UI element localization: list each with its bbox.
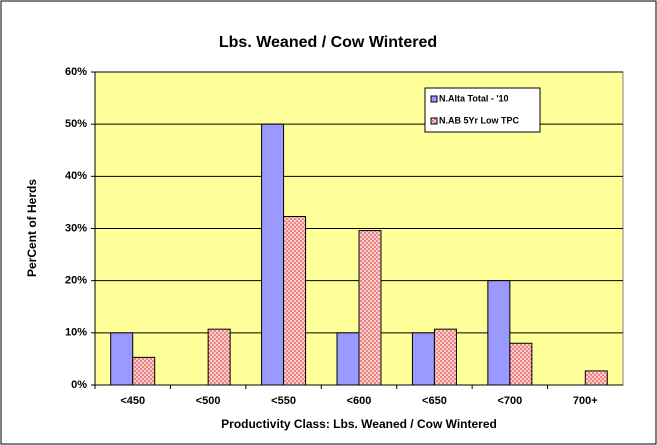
chart-title: Lbs. Weaned / Cow Wintered [219, 34, 437, 51]
x-tick-label: <500 [196, 395, 221, 407]
x-tick-label: <550 [271, 395, 296, 407]
bar [433, 328, 457, 386]
legend-label: N.Alta Total - '10 [439, 93, 508, 103]
y-tick-label: 60% [65, 66, 87, 78]
y-axis-label: PerCent of Herds [25, 179, 39, 277]
x-axis-label: Productivity Class: Lbs. Weaned / Cow Wi… [221, 417, 497, 431]
x-tick-label: <650 [422, 395, 447, 407]
bar [358, 230, 382, 386]
y-tick-label: 30% [65, 222, 87, 234]
x-tick-label: <450 [120, 395, 145, 407]
bar [283, 216, 307, 386]
bar [261, 123, 285, 386]
bar [584, 370, 608, 386]
bar [110, 332, 134, 386]
x-tick-label: <700 [497, 395, 522, 407]
y-tick-label: 0% [71, 379, 87, 391]
bar [207, 328, 231, 386]
legend-swatch [430, 95, 438, 103]
legend-box [424, 87, 541, 133]
y-tick-label: 40% [65, 170, 87, 182]
bar [336, 332, 360, 386]
x-tick-label: <600 [347, 395, 372, 407]
legend-swatch [430, 117, 438, 125]
bar [132, 356, 156, 386]
y-tick-label: 10% [65, 327, 87, 339]
bar [509, 342, 533, 386]
y-tick-label: 20% [65, 275, 87, 287]
bar [487, 280, 511, 386]
y-tick-label: 50% [65, 118, 87, 130]
x-tick-label: 700+ [573, 395, 598, 407]
bar [411, 332, 435, 386]
legend-label: N.AB 5Yr Low TPC [439, 115, 520, 125]
